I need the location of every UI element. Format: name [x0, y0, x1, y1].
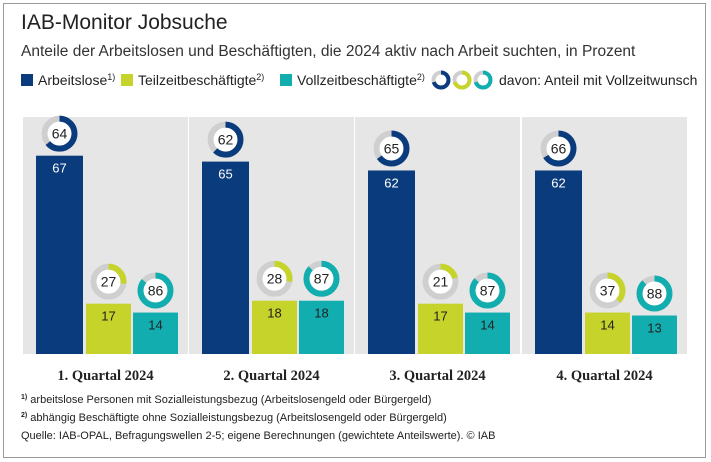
chart-frame: IAB-Monitor Jobsuche Anteile der Arbeits… [3, 3, 706, 458]
bar-2-q3 [418, 303, 463, 354]
bar-1-q1 [36, 155, 83, 354]
donut-label-1-q2: 62 [218, 132, 234, 148]
footnote-1: 1) arbeitslose Personen mit Sozialleistu… [21, 394, 431, 406]
bar-label-3-q4: 13 [647, 321, 661, 336]
bar-2-q2 [252, 300, 297, 354]
donut-label-2-q4: 37 [600, 283, 616, 299]
bar-2-q4 [585, 312, 630, 354]
bar-label-1-q4: 62 [551, 175, 565, 190]
bar-1-q4 [535, 170, 582, 354]
donut-3-q3: 87 [469, 272, 506, 309]
bar-label-3-q1: 14 [148, 318, 162, 333]
bar-label-2-q3: 17 [433, 309, 447, 324]
legend-label-3: Vollzeitbeschäftigte2) [297, 72, 425, 88]
donut-3-q2: 87 [303, 260, 340, 297]
bar-3-q3 [465, 312, 510, 354]
category-label-q2: 2. Quartal 2024 [223, 368, 319, 384]
donut-label-3-q4: 88 [647, 286, 663, 302]
legend-swatch-3 [280, 74, 292, 86]
source-note: Quelle: IAB-OPAL, Befragungswellen 2-5; … [21, 430, 495, 442]
bar-label-1-q2: 65 [218, 167, 232, 182]
donut-label-1-q1: 64 [52, 126, 68, 142]
donut-2-q4: 37 [589, 272, 626, 309]
bar-label-2-q4: 14 [600, 318, 614, 333]
bar-label-1-q3: 62 [384, 175, 398, 190]
donut-label-1-q3: 65 [384, 140, 400, 156]
bar-3-q4 [632, 315, 677, 354]
donut-2-q3: 21 [422, 263, 459, 300]
donut-label-2-q3: 21 [433, 274, 449, 290]
footer: 1) arbeitslose Personen mit Sozialleistu… [21, 394, 495, 442]
donut-3-q4: 88 [636, 275, 673, 312]
bar-label-3-q2: 18 [314, 306, 328, 321]
bar-3-q1 [133, 312, 178, 354]
donut-label-2-q2: 28 [267, 271, 283, 287]
footnote-2: 2) abhängig Beschäftigte ohne Sozialleis… [21, 412, 447, 424]
legend-donut-icon-2 [452, 70, 472, 90]
legend: Arbeitslose1) Teilzeitbeschäftigte2) Vollz… [21, 70, 697, 90]
bar-1-q3 [368, 170, 415, 354]
donut-label-3-q2: 87 [314, 271, 330, 287]
donut-1-q1: 64 [41, 115, 78, 152]
bar-label-2-q1: 17 [101, 309, 115, 324]
bar-label-3-q3: 14 [480, 318, 494, 333]
legend-label-2: Teilzeitbeschäftigte2) [138, 72, 264, 88]
bar-1-q2 [202, 161, 249, 354]
donut-label-3-q3: 87 [480, 283, 496, 299]
legend-swatch-2 [121, 74, 133, 86]
donut-2-q2: 28 [256, 260, 293, 297]
donut-3-q1: 86 [137, 272, 174, 309]
donut-1-q3: 65 [373, 130, 410, 167]
legend-donut-icon-1 [431, 70, 451, 90]
bar-2-q1 [86, 303, 131, 354]
plot-area: 67 64 17 27 14 86 1. Quartal 2024 65 62 18 28 18 87 2… [23, 115, 687, 384]
chart-canvas: IAB-Monitor Jobsuche Anteile der Arbeits… [21, 11, 697, 442]
chart-subtitle: Anteile der Arbeitslosen und Beschäftigt… [21, 43, 636, 60]
bar-label-2-q2: 18 [267, 306, 281, 321]
category-label-q4: 4. Quartal 2024 [556, 368, 652, 384]
chart-title: IAB-Monitor Jobsuche [21, 11, 228, 34]
donut-label-2-q1: 27 [101, 274, 117, 290]
legend-label-1: Arbeitslose1) [38, 72, 115, 88]
donut-label-1-q4: 66 [551, 140, 567, 156]
legend-donut-icon-3 [473, 70, 493, 90]
donut-label-3-q1: 86 [148, 283, 164, 299]
legend-swatch-1 [21, 74, 33, 86]
donut-1-q4: 66 [540, 130, 577, 167]
donut-1-q2: 62 [207, 121, 244, 158]
bar-3-q2 [299, 300, 344, 354]
donut-2-q1: 27 [90, 263, 127, 300]
category-label-q3: 3. Quartal 2024 [389, 368, 485, 384]
bar-label-1-q1: 67 [52, 161, 66, 176]
category-label-q1: 1. Quartal 2024 [57, 368, 153, 384]
legend-label-donut: davon: Anteil mit Vollzeitwunsch [499, 72, 697, 88]
